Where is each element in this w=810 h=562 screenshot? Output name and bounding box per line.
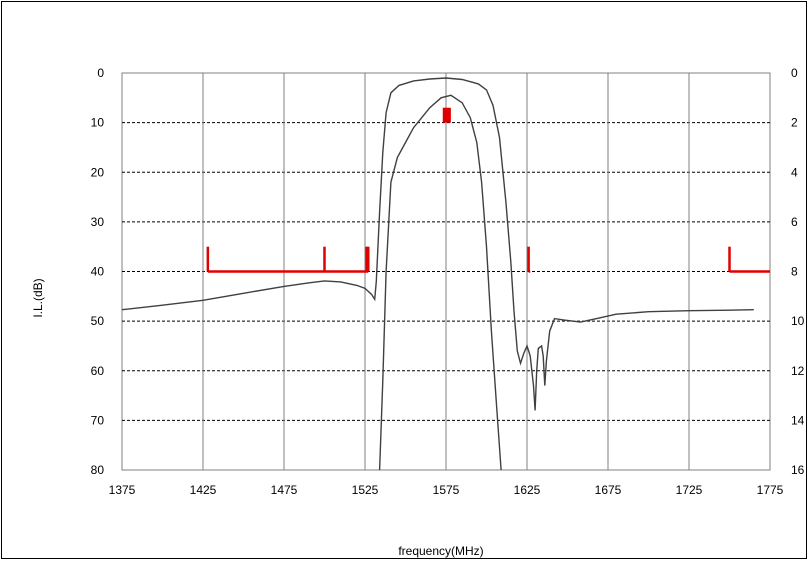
y2-tick-label: 8	[791, 265, 798, 279]
x-tick-label: 1525	[352, 483, 379, 497]
series-line-2	[378, 94, 502, 471]
x-tick-label: 1625	[514, 483, 541, 497]
y2-tick-label: 16	[791, 463, 805, 477]
y-tick-label: 40	[91, 265, 105, 279]
x-tick-label: 1475	[271, 483, 298, 497]
y2-tick-label: 4	[791, 165, 798, 179]
y-tick-label: 20	[91, 165, 105, 179]
y2-tick-label: 14	[791, 413, 805, 427]
y2-tick-label: 12	[791, 364, 805, 378]
y2-tick-label: 6	[791, 215, 798, 229]
x-tick-label: 1375	[109, 483, 136, 497]
y-tick-label: 0	[97, 66, 104, 80]
x-tick-label: 1575	[433, 483, 460, 497]
series-line-1	[121, 77, 754, 411]
y-tick-label: 60	[91, 364, 105, 378]
ticks-layer: 0 0 10 2 20 4 30 6 40 8 50 10 60 12 70 14 80 16 1375 1425 14…	[91, 66, 805, 497]
x-axis-label: frequency(MHz)	[398, 544, 483, 558]
y-axis-label: I.L.(dB)	[31, 278, 45, 317]
y-tick-label: 70	[91, 413, 105, 427]
series-layer	[121, 77, 754, 471]
y-tick-label: 50	[91, 314, 105, 328]
y-tick-label: 30	[91, 215, 105, 229]
x-tick-label: 1725	[676, 483, 703, 497]
passband-marker	[442, 107, 451, 123]
x-tick-label: 1675	[595, 483, 622, 497]
y-tick-label: 80	[91, 463, 105, 477]
x-tick-label: 1775	[757, 483, 784, 497]
y2-tick-label: 10	[791, 314, 805, 328]
x-tick-label: 1425	[190, 483, 217, 497]
mask-layer	[206, 107, 770, 273]
y2-tick-label: 2	[791, 116, 798, 130]
y2-tick-label: 0	[791, 66, 798, 80]
y-tick-label: 10	[91, 116, 105, 130]
